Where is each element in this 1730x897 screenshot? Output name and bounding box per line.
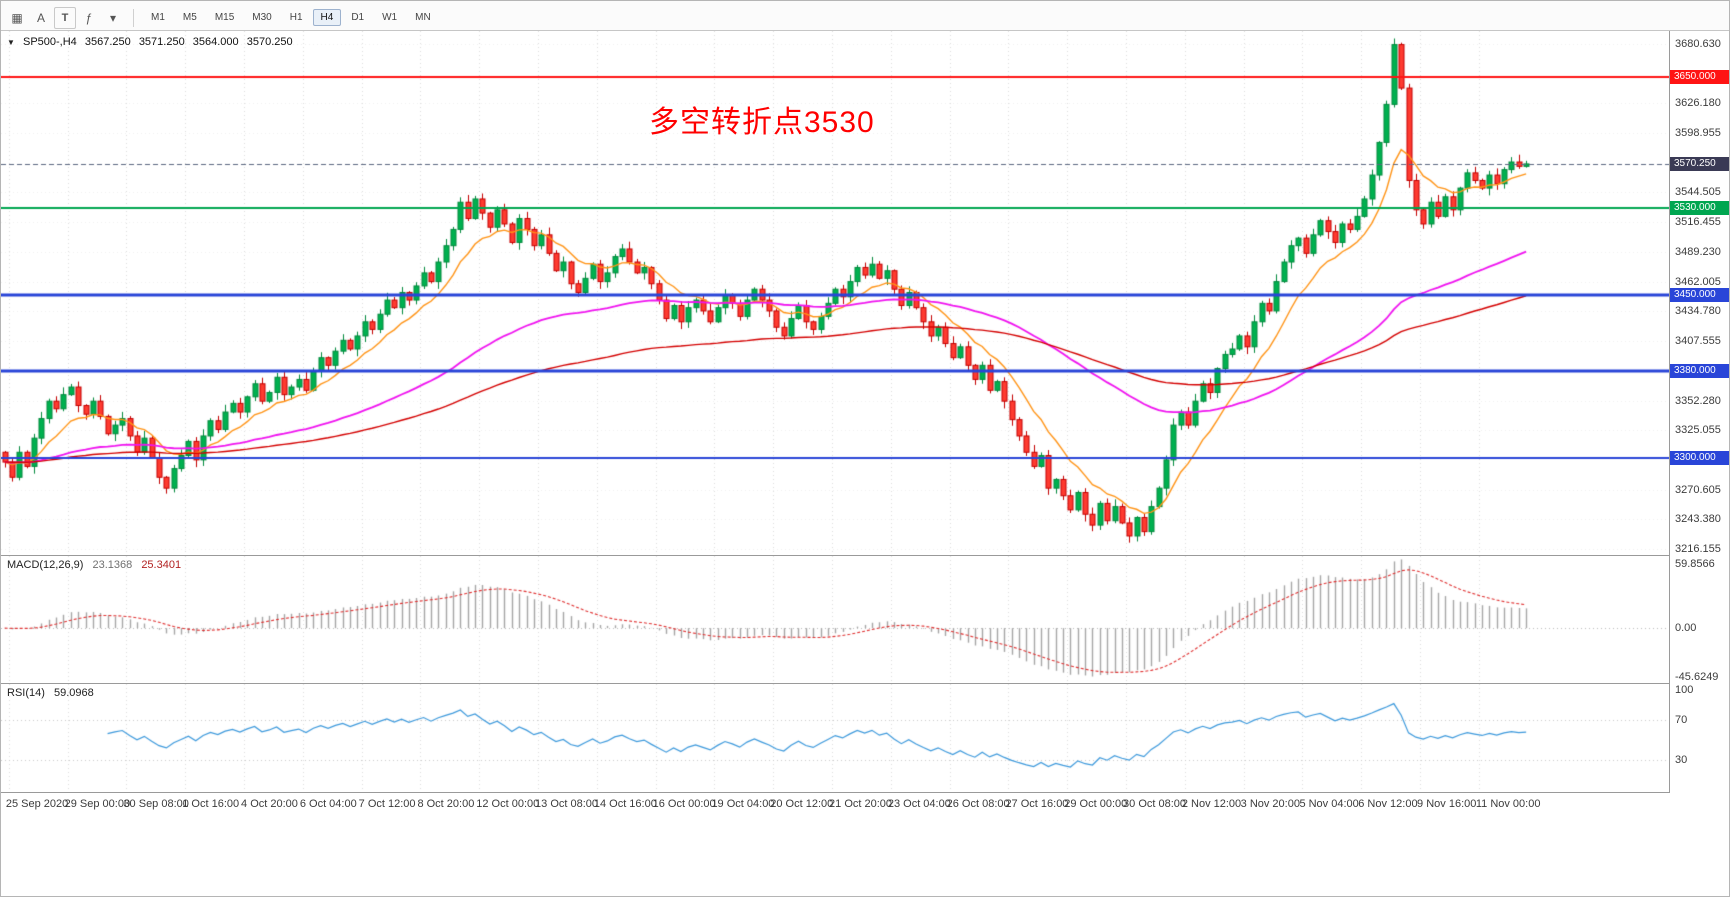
timeframe-button-m1[interactable]: M1 [151, 12, 165, 23]
date-label: 2 Nov 12:00 [1181, 798, 1242, 810]
date-label: 9 Nov 16:00 [1417, 798, 1477, 810]
price-tick-label: 100 [1675, 684, 1694, 696]
rsi-indicator-panel: RSI(14) 59.0968 [1, 684, 1669, 793]
timeframe-button-m15[interactable]: M15 [214, 12, 235, 23]
price-tick-label: 70 [1675, 714, 1688, 726]
timeframe-group: M1 M5 M15 M30 H1 H4 D1 W1 MN [142, 9, 440, 26]
chart-annotation-text[interactable]: 多空转折点3530 [649, 106, 875, 139]
price-tick-label: 59.8566 [1675, 558, 1715, 570]
timeframe-button-m5[interactable]: M5 [182, 12, 197, 23]
price-tick-label: 3434.780 [1675, 305, 1721, 318]
macd-canvas[interactable] [1, 556, 1669, 683]
date-label: 1 Oct 16:00 [182, 798, 240, 810]
date-label: 30 Sep 08:00 [123, 798, 189, 810]
timeframe-button-h1[interactable]: H1 [289, 12, 303, 23]
date-label: 30 Oct 08:00 [1123, 798, 1187, 810]
price-tick-label: -45.6249 [1675, 671, 1719, 683]
rsi-label: RSI(14) [7, 687, 45, 699]
macd-main-value: 23.1368 [92, 559, 133, 571]
date-label: 6 Oct 04:00 [299, 798, 357, 810]
date-label: 3 Nov 20:00 [1240, 798, 1300, 810]
price-tick-label: 3626.180 [1675, 97, 1721, 110]
price-tick-label: 3680.630 [1675, 37, 1721, 50]
bar-open-value: 3567.250 [84, 36, 131, 48]
macd-signal-value: 25.3401 [141, 559, 182, 571]
date-label: 16 Oct 00:00 [652, 798, 716, 810]
price-tick-label: 30 [1675, 754, 1688, 766]
rsi-value: 59.0968 [53, 687, 94, 699]
date-label: 21 Oct 20:00 [829, 798, 893, 810]
timeframe-button-h4[interactable]: H4 [312, 9, 342, 26]
date-label: 7 Oct 12:00 [358, 798, 416, 810]
price-tick-label: 3407.555 [1675, 334, 1721, 347]
date-label: 8 Oct 20:00 [417, 798, 475, 810]
rsi-canvas[interactable] [1, 684, 1669, 792]
price-tick-label: 3352.280 [1675, 394, 1721, 407]
price-tick-label: 3270.605 [1675, 483, 1721, 496]
price-tick-label: 3216.155 [1675, 542, 1721, 555]
date-label: 29 Oct 00:00 [1064, 798, 1128, 810]
text-label-icon[interactable]: T [54, 6, 76, 29]
chart-window-icon[interactable]: ▦ [11, 10, 23, 25]
date-label: 14 Oct 16:00 [593, 798, 657, 810]
symbol-period-label: SP500-,H4 [22, 36, 77, 48]
bar-close-value: 3570.250 [246, 36, 293, 48]
macd-header: MACD(12,26,9) 23.1368 25.3401 [7, 559, 187, 571]
timeframe-button-mn[interactable]: MN [415, 12, 431, 23]
timeframe-button-d1[interactable]: D1 [351, 12, 365, 23]
rsi-header: RSI(14) 59.0968 [7, 687, 100, 699]
main-chart-panel: ▼ SP500-,H4 3567.250 3571.250 3564.000 3… [1, 31, 1669, 556]
price-tick-label: 3462.005 [1675, 275, 1721, 288]
time-axis: 25 Sep 2020 29 Sep 00:00 30 Sep 08:00 1 Oct… [1, 795, 1669, 815]
macd-indicator-panel: MACD(12,26,9) 23.1368 25.3401 [1, 556, 1669, 684]
price-tick-label: 3598.955 [1675, 126, 1721, 139]
level-price-badge: 3450.000 [1670, 287, 1729, 302]
bar-low-value: 3564.000 [192, 36, 239, 48]
date-label: 20 Oct 12:00 [770, 798, 834, 810]
date-label: 5 Nov 04:00 [1299, 798, 1359, 810]
chart-ohlc-header: ▼ SP500-,H4 3567.250 3571.250 3564.000 3… [7, 36, 298, 48]
window-footer-space [1, 815, 1729, 896]
date-label: 27 Oct 16:00 [1005, 798, 1069, 810]
date-label: 13 Oct 08:00 [535, 798, 599, 810]
date-label: 19 Oct 04:00 [711, 798, 775, 810]
price-tick-label: 3325.055 [1675, 424, 1721, 437]
chevron-down-icon[interactable]: ▾ [109, 10, 117, 25]
date-label: 26 Oct 08:00 [946, 798, 1010, 810]
timeframe-button-m30[interactable]: M30 [252, 12, 272, 23]
date-label: 29 Sep 00:00 [64, 798, 131, 810]
price-chart-canvas[interactable] [1, 31, 1669, 555]
date-label: 23 Oct 04:00 [887, 798, 951, 810]
level-price-badge: 3300.000 [1670, 450, 1729, 465]
price-tick-label: 3544.505 [1675, 185, 1721, 198]
timeframe-button-w1[interactable]: W1 [382, 12, 398, 23]
date-label: 25 Sep 2020 [5, 798, 69, 810]
date-label: 6 Nov 12:00 [1358, 798, 1418, 810]
level-price-badge: 3380.000 [1670, 363, 1729, 378]
bar-high-value: 3571.250 [138, 36, 185, 48]
level-price-badge: 3530.000 [1670, 200, 1729, 215]
price-tick-label: 0.00 [1675, 622, 1697, 635]
macd-label: MACD(12,26,9) [7, 559, 84, 571]
crosshair-cursor-icon[interactable]: A [36, 10, 45, 25]
level-price-badge: 3650.000 [1670, 70, 1729, 85]
toolbar-separator [133, 8, 134, 27]
date-label: 11 Nov 00:00 [1475, 798, 1541, 810]
date-label: 4 Oct 20:00 [241, 798, 298, 810]
indicators-icon[interactable]: ƒ [85, 10, 93, 25]
price-axis: 3680.630 3626.180 3598.955 3544.505 3516.455… [1669, 31, 1729, 793]
price-tick-label: 3243.380 [1675, 513, 1721, 526]
price-tick-label: 3489.230 [1675, 245, 1721, 258]
current-price-badge: 3570.250 [1670, 156, 1729, 171]
collapse-icon[interactable]: ▼ [7, 38, 15, 47]
price-tick-label: 3516.455 [1675, 216, 1721, 229]
date-label: 12 Oct 00:00 [476, 798, 540, 810]
